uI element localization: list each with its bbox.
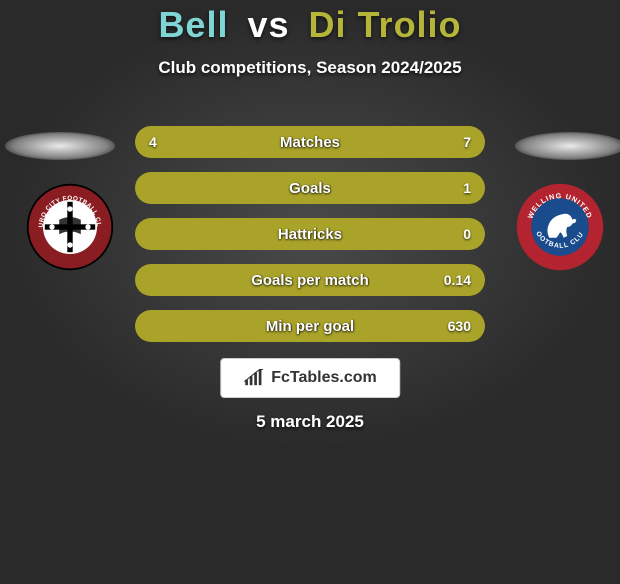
brand-link[interactable]: FcTables.com bbox=[220, 358, 400, 398]
brand-text: FcTables.com bbox=[271, 369, 377, 387]
stat-value-right: 0.14 bbox=[444, 264, 471, 296]
stat-row-goals-per-match: Goals per match 0.14 bbox=[135, 264, 485, 296]
stat-label: Min per goal bbox=[135, 310, 485, 342]
page-title: Bell vs Di Trolio bbox=[0, 4, 620, 46]
spotlight-left bbox=[5, 132, 115, 160]
stat-value-right: 630 bbox=[448, 310, 471, 342]
club-badge-left: TRURO CITY FOOTBALL CLUB EST. 1889 bbox=[25, 182, 115, 272]
truro-city-badge-icon: TRURO CITY FOOTBALL CLUB EST. 1889 bbox=[25, 182, 115, 272]
welling-united-badge-icon: WELLING UNITED FOOTBALL CLUB bbox=[515, 182, 605, 272]
bar-chart-icon bbox=[243, 369, 265, 387]
stat-row-matches: 4 Matches 7 bbox=[135, 126, 485, 158]
stat-label: Matches bbox=[135, 126, 485, 158]
stat-label: Hattricks bbox=[135, 218, 485, 250]
comparison-card: Bell vs Di Trolio Club competitions, Sea… bbox=[0, 4, 620, 454]
stats-container: 4 Matches 7 Goals 1 Hattricks 0 Goals pe… bbox=[135, 126, 485, 356]
stat-row-hattricks: Hattricks 0 bbox=[135, 218, 485, 250]
player1-name: Bell bbox=[158, 4, 228, 45]
stat-value-right: 0 bbox=[463, 218, 471, 250]
stat-value-right: 7 bbox=[463, 126, 471, 158]
stat-value-right: 1 bbox=[463, 172, 471, 204]
date-text: 5 march 2025 bbox=[0, 412, 620, 432]
stat-label: Goals per match bbox=[135, 264, 485, 296]
stat-label: Goals bbox=[135, 172, 485, 204]
vs-text: vs bbox=[247, 4, 289, 45]
stat-row-goals: Goals 1 bbox=[135, 172, 485, 204]
club-badge-right: WELLING UNITED FOOTBALL CLUB bbox=[515, 182, 605, 272]
stat-row-min-per-goal: Min per goal 630 bbox=[135, 310, 485, 342]
spotlight-right bbox=[515, 132, 620, 160]
player2-name: Di Trolio bbox=[309, 4, 462, 45]
subtitle: Club competitions, Season 2024/2025 bbox=[0, 58, 620, 78]
